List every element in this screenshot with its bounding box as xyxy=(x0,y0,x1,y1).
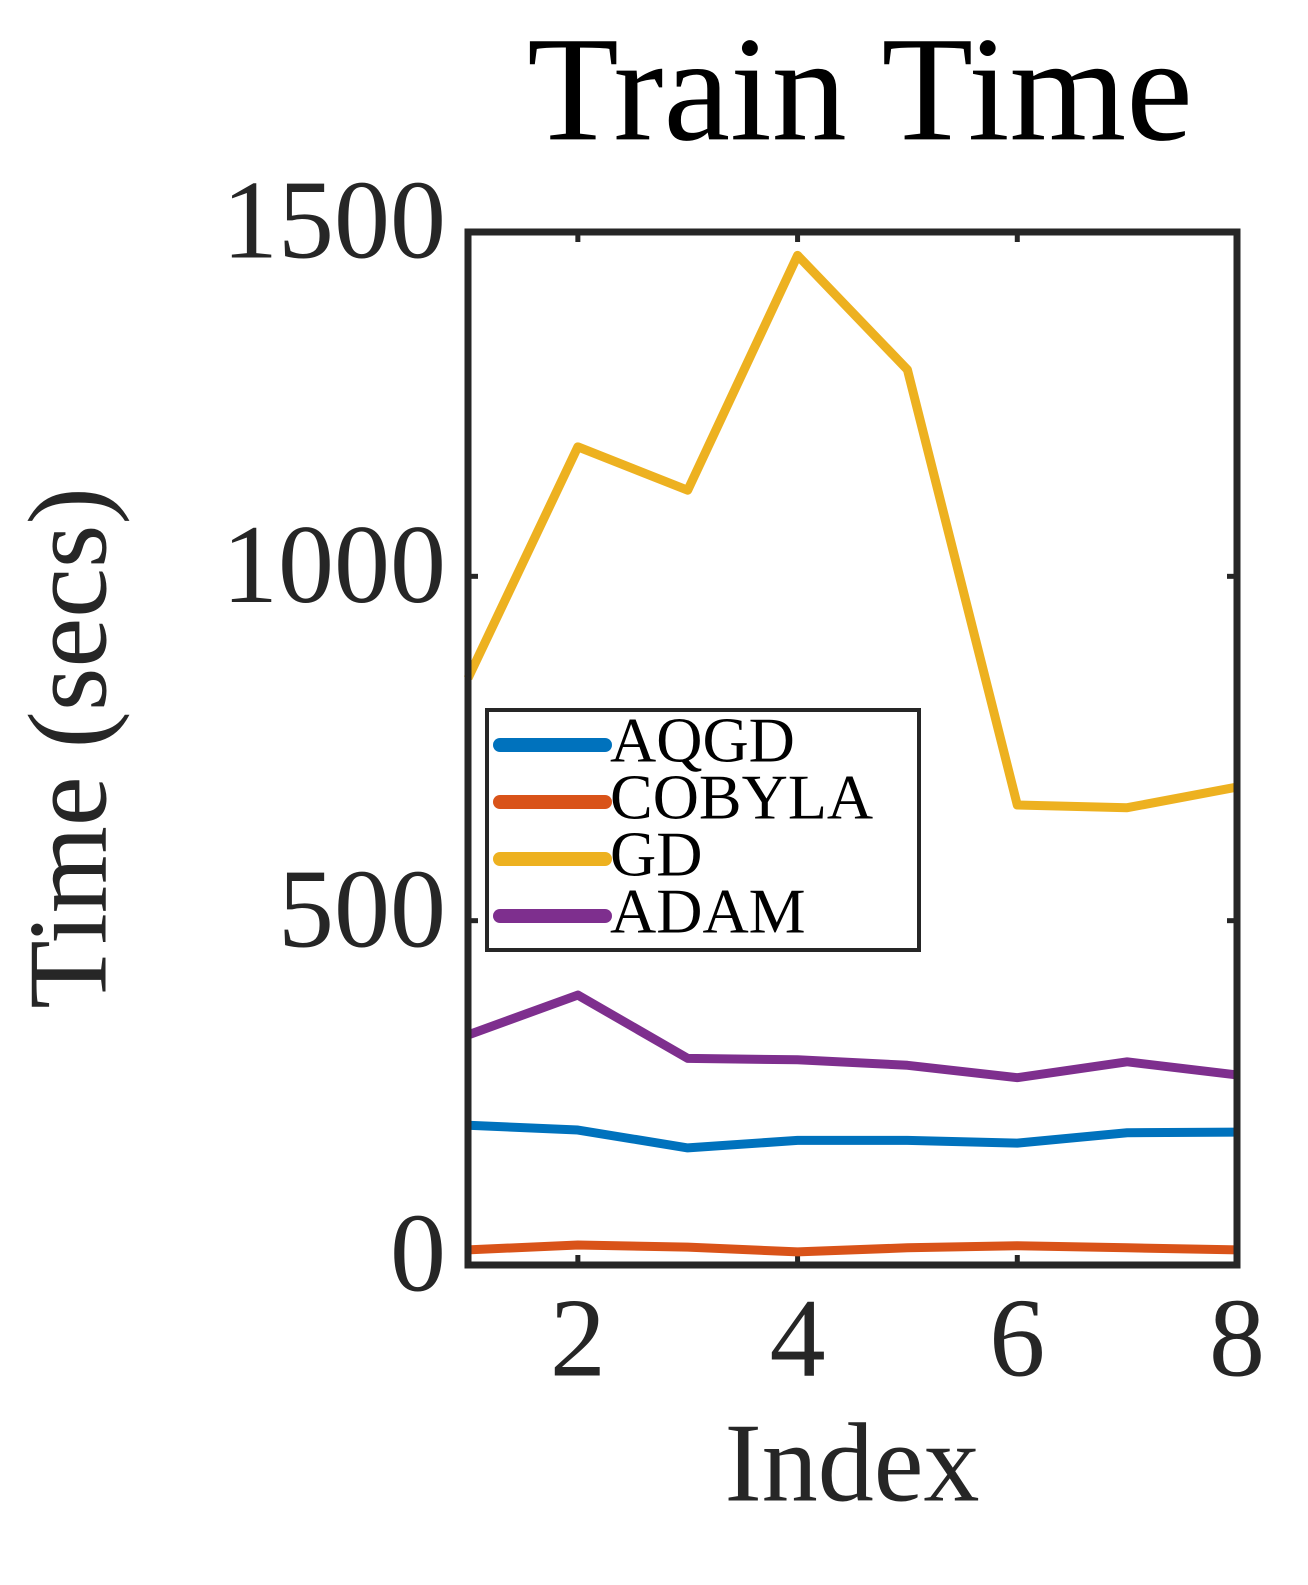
chart-title: Train Time xyxy=(527,6,1193,172)
y-tick-label: 1000 xyxy=(222,503,446,627)
y-tick-label: 500 xyxy=(278,847,446,971)
x-tick-label: 6 xyxy=(989,1277,1045,1401)
data-line xyxy=(466,990,1238,1083)
axes-box xyxy=(464,228,1241,1269)
legend-label: ADAM xyxy=(610,876,806,947)
y-tick-label: 1500 xyxy=(222,159,446,283)
data-line xyxy=(463,250,1238,813)
data-line xyxy=(467,1240,1238,1257)
legend-label: AQGD xyxy=(610,705,795,776)
legend-label: GD xyxy=(610,819,702,890)
y-axis-label: Time (secs) xyxy=(7,487,131,1009)
x-tick-label: 8 xyxy=(1209,1277,1265,1401)
legend-label: COBYLA xyxy=(610,762,873,833)
x-tick-label: 4 xyxy=(770,1277,826,1401)
data-line xyxy=(467,1120,1238,1153)
x-tick-label: 2 xyxy=(550,1277,606,1401)
x-axis-label: Index xyxy=(724,1402,979,1526)
y-tick-label: 0 xyxy=(390,1192,446,1316)
